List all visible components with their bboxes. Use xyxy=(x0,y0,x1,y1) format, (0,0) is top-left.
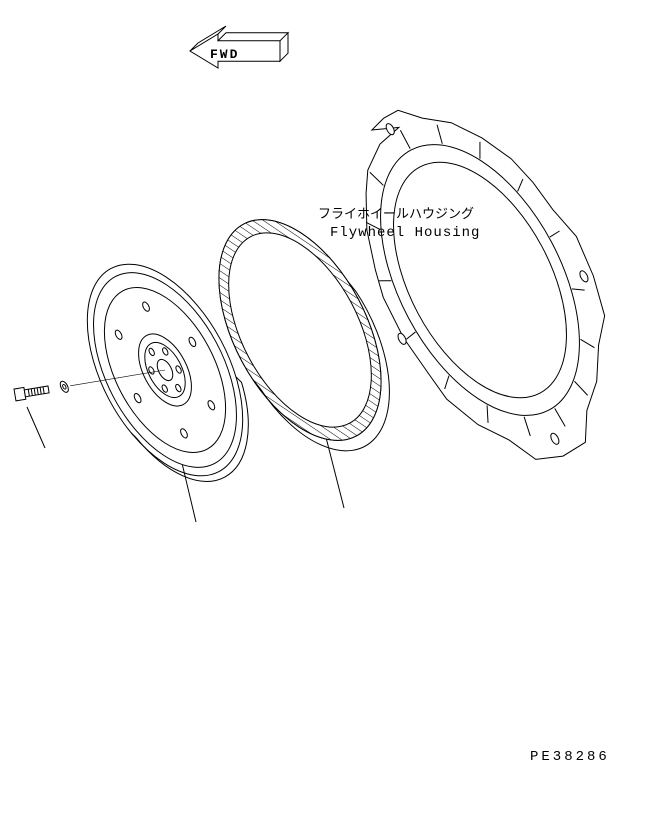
fwd-arrow-label: FWD xyxy=(210,47,239,62)
bolt-shank xyxy=(24,386,49,397)
mounting-bolt xyxy=(14,380,70,401)
leader-bolt xyxy=(27,407,45,448)
housing-label-jp: フライホイールハウジング xyxy=(318,207,474,222)
drawing-reference: PE38286 xyxy=(530,749,610,765)
housing-label-en: Flywheel Housing xyxy=(330,225,480,241)
housing-outline xyxy=(366,110,605,459)
flywheel-housing xyxy=(339,110,620,459)
fwd-arrow: FWD xyxy=(190,26,288,68)
